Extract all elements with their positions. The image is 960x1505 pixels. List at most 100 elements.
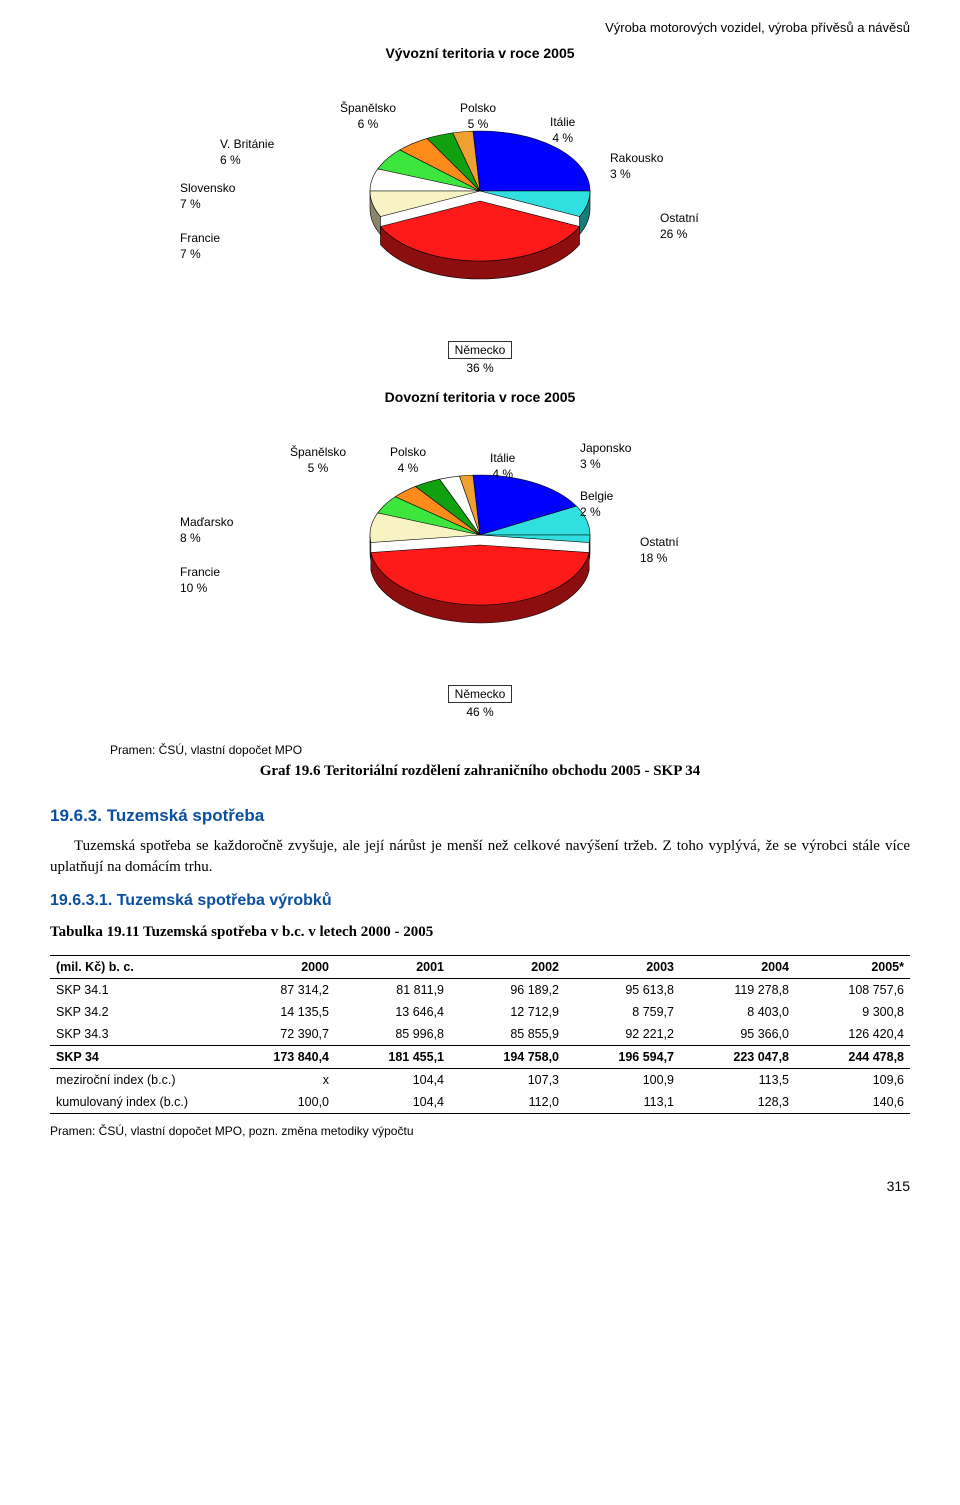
pie-label-name: Belgie (580, 489, 613, 503)
chart1: Slovensko 7 % V. Británie6 % Španělsko 6 % Po… (180, 71, 780, 331)
section-heading: 19.6.3. Tuzemská spotřeba (50, 806, 910, 826)
table-cell: 85 996,8 (335, 1023, 450, 1046)
pie-label-name: Španělsko (290, 445, 346, 459)
table-col-header: 2000 (220, 956, 335, 979)
table-row-label: SKP 34.3 (50, 1023, 220, 1046)
table-cell: 100,9 (565, 1069, 680, 1092)
table-cell: 8 403,0 (680, 1001, 795, 1023)
table-row: meziroční index (b.c.)x104,4107,3100,911… (50, 1069, 910, 1092)
table-col-header: 2001 (335, 956, 450, 979)
pie-label: Slovensko 7 % (180, 181, 235, 212)
section-paragraph: Tuzemská spotřeba se každoročně zvyšuje,… (50, 836, 910, 878)
pie-label: Španělsko 6 % (340, 101, 396, 132)
pie-label-name: Francie (180, 565, 220, 579)
table-cell: 223 047,8 (680, 1046, 795, 1069)
pie-label: Maďarsko8 % (180, 515, 233, 546)
pie-label: Itálie4 % (550, 115, 575, 146)
table-row: kumulovaný index (b.c.)100,0104,4112,011… (50, 1091, 910, 1114)
page-number: 315 (50, 1178, 910, 1194)
chart1-big-label: Německo 36 % (50, 341, 910, 375)
pie-label: V. Británie6 % (220, 137, 274, 168)
table-row-label: kumulovaný index (b.c.) (50, 1091, 220, 1114)
pie-label-name: Ostatní (640, 535, 679, 549)
chart2-title: Dovozní teritoria v roce 2005 (50, 389, 910, 405)
table-cell: 196 594,7 (565, 1046, 680, 1069)
table-cell: 128,3 (680, 1091, 795, 1114)
pie-label-pct: 7 % (180, 197, 201, 211)
table-cell: x (220, 1069, 335, 1092)
pie-label: Francie 10 % (180, 565, 220, 596)
pie-label: Španělsko 5 % (290, 445, 346, 476)
pie-label-pct: 3 % (610, 167, 631, 181)
table-cell: 14 135,5 (220, 1001, 335, 1023)
pie-label: Itálie4 % (490, 451, 515, 482)
table-caption: Tabulka 19.11 Tuzemská spotřeba v b.c. v… (50, 924, 910, 941)
table-cell: 100,0 (220, 1091, 335, 1114)
subsection-heading: 19.6.3.1. Tuzemská spotřeba výrobků (50, 892, 910, 910)
table-cell: 113,5 (680, 1069, 795, 1092)
table-cell: 72 390,7 (220, 1023, 335, 1046)
table-cell: 87 314,2 (220, 979, 335, 1002)
table-cell: 92 221,2 (565, 1023, 680, 1046)
table-row-label: SKP 34 (50, 1046, 220, 1069)
table-cell: 95 613,8 (565, 979, 680, 1002)
table-cell: 108 757,6 (795, 979, 910, 1002)
chart2: Maďarsko8 %Španělsko5 %Polsko4 %Itálie4 … (180, 415, 780, 675)
pie-label: Polsko 5 % (460, 101, 496, 132)
pie-label: Belgie2 % (580, 489, 613, 520)
pie-label-name: Španělsko (340, 101, 396, 115)
table-row-label: SKP 34.2 (50, 1001, 220, 1023)
pie-label-name: Ostatní (660, 211, 699, 225)
pie-label-pct: 5 % (308, 461, 329, 475)
pie-label-pct: 18 % (640, 551, 667, 565)
pie-label-pct: 4 % (398, 461, 419, 475)
pie-label-name: Polsko (390, 445, 426, 459)
pie-label-name: Polsko (460, 101, 496, 115)
table-cell: 85 855,9 (450, 1023, 565, 1046)
pie-label-pct: 10 % (180, 581, 207, 595)
pie-label-pct: 26 % (660, 227, 687, 241)
pie-label-name: Rakousko (610, 151, 663, 165)
table-cell: 104,4 (335, 1091, 450, 1114)
table-cell: 9 300,8 (795, 1001, 910, 1023)
table-row-label: meziroční index (b.c.) (50, 1069, 220, 1092)
table-col-header: 2003 (565, 956, 680, 979)
table-cell: 173 840,4 (220, 1046, 335, 1069)
pie-label-pct: 6 % (220, 153, 241, 167)
pie-label: Ostatní 18 % (640, 535, 679, 566)
page: Výroba motorových vozidel, výroba přívěs… (0, 0, 960, 1224)
table-cell: 112,0 (450, 1091, 565, 1114)
table-col-header: 2005* (795, 956, 910, 979)
pie-label: Polsko 4 % (390, 445, 426, 476)
table-unit: (mil. Kč) b. c. (50, 956, 220, 979)
pie-label-name: Itálie (550, 115, 575, 129)
table-col-header: 2004 (680, 956, 795, 979)
table-cell: 244 478,8 (795, 1046, 910, 1069)
table-cell: 96 189,2 (450, 979, 565, 1002)
pie-label-pct: 8 % (180, 531, 201, 545)
pie-label: Japonsko3 % (580, 441, 631, 472)
data-table: (mil. Kč) b. c.200020012002200320042005*… (50, 955, 910, 1114)
pie-label-pct: 5 % (468, 117, 489, 131)
table-cell: 104,4 (335, 1069, 450, 1092)
pie-label-pct: 3 % (580, 457, 601, 471)
table-col-header: 2002 (450, 956, 565, 979)
pie-label: Ostatní 26 % (660, 211, 699, 242)
pie-label-name: Slovensko (180, 181, 235, 195)
pie-label-pct: 7 % (180, 247, 201, 261)
page-header-text: Výroba motorových vozidel, výroba přívěs… (50, 20, 910, 35)
pie-label-pct: 6 % (358, 117, 379, 131)
table-source: Pramen: ČSÚ, vlastní dopočet MPO, pozn. … (50, 1124, 910, 1138)
table-cell: 81 811,9 (335, 979, 450, 1002)
table-cell: 109,6 (795, 1069, 910, 1092)
table-cell: 194 758,0 (450, 1046, 565, 1069)
graf-caption: Graf 19.6 Teritoriální rozdělení zahrani… (50, 763, 910, 780)
chart1-big-pct: 36 % (466, 361, 493, 375)
pie-label-pct: 4 % (492, 467, 513, 481)
table-cell: 119 278,8 (680, 979, 795, 1002)
table-cell: 13 646,4 (335, 1001, 450, 1023)
table-cell: 12 712,9 (450, 1001, 565, 1023)
pie-label: Francie7 % (180, 231, 220, 262)
chart1-title: Vývozní teritoria v roce 2005 (50, 45, 910, 61)
table-cell: 95 366,0 (680, 1023, 795, 1046)
